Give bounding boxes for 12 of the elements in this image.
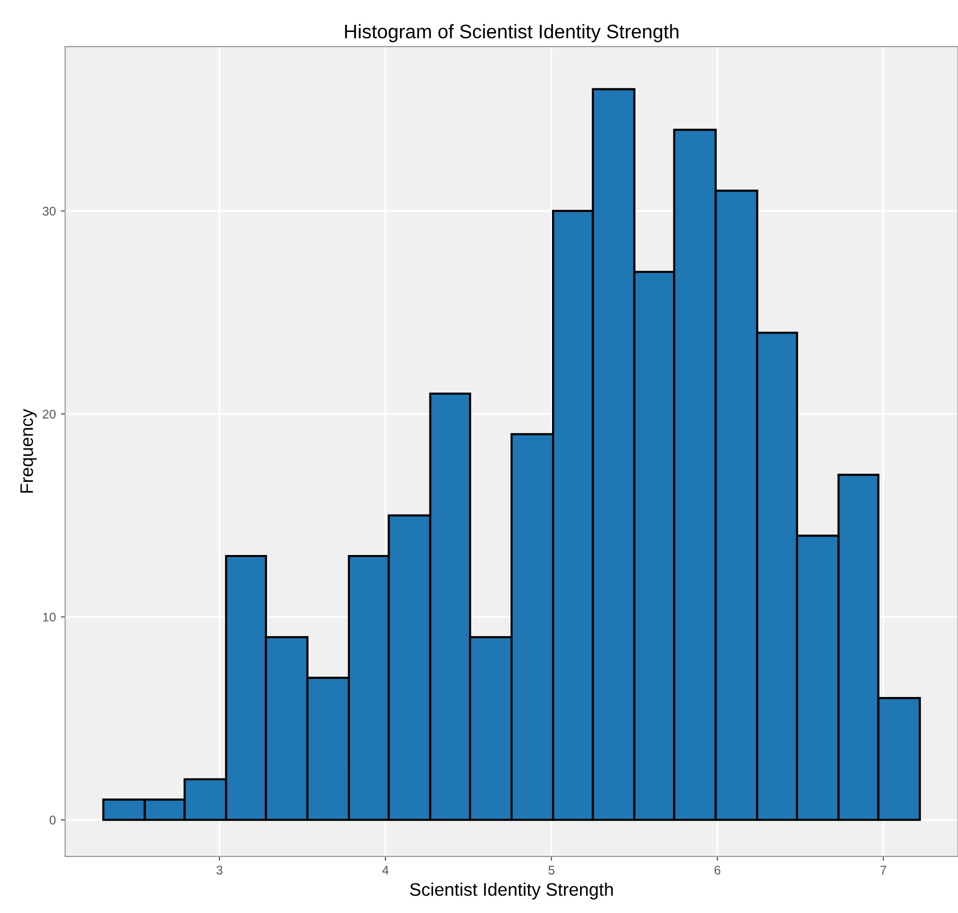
chart-title: Histogram of Scientist Identity Strength <box>345 24 678 42</box>
y-tick-label: 10 <box>43 612 56 622</box>
x-tick-label: 6 <box>714 866 720 875</box>
y-tick-label: 30 <box>42 206 56 216</box>
x-tick-label: 7 <box>880 866 886 874</box>
y-tick-label: 0 <box>50 816 56 825</box>
x-tick-label: 4 <box>382 866 389 874</box>
x-axis-title: Scientist Identity Strength <box>410 882 613 900</box>
x-tick-label: 3 <box>216 866 222 875</box>
y-axis-title: Frequency <box>20 408 37 493</box>
y-tick-label: 20 <box>42 410 56 419</box>
x-tick-label: 5 <box>548 866 554 875</box>
